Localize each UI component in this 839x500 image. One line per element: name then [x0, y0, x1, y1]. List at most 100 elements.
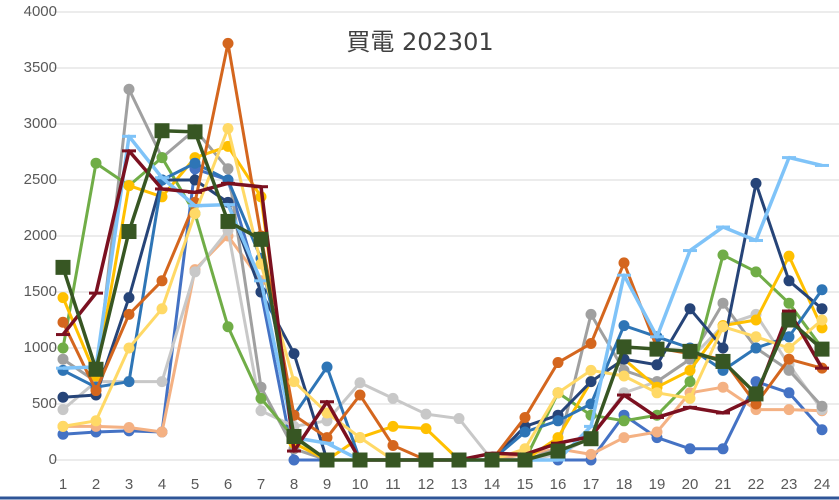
x-tick-label: 24 — [814, 476, 831, 493]
marker — [320, 400, 334, 404]
plot-area — [55, 37, 830, 468]
marker — [814, 341, 830, 357]
marker — [255, 392, 267, 404]
marker — [123, 180, 135, 192]
marker — [156, 275, 168, 287]
marker — [684, 364, 696, 376]
y-tick-label: 2500 — [24, 171, 57, 188]
x-tick-label: 3 — [125, 476, 133, 493]
marker — [57, 316, 69, 328]
x-tick-label: 7 — [257, 476, 265, 493]
marker — [222, 321, 234, 333]
marker — [717, 381, 729, 393]
marker — [717, 249, 729, 261]
marker — [651, 359, 663, 371]
x-tick-label: 1 — [59, 476, 67, 493]
x-tick-label: 18 — [616, 476, 633, 493]
marker — [783, 387, 795, 399]
marker — [682, 343, 698, 359]
marker — [816, 400, 828, 412]
marker — [651, 387, 663, 399]
marker — [783, 275, 795, 287]
marker — [222, 37, 234, 49]
marker — [552, 415, 564, 427]
x-tick-label: 10 — [352, 476, 369, 493]
marker — [816, 303, 828, 315]
x-tick-label: 23 — [781, 476, 798, 493]
marker — [552, 387, 564, 399]
x-tick-label: 13 — [451, 476, 468, 493]
marker — [354, 389, 366, 401]
marker — [617, 393, 631, 397]
marker — [88, 361, 104, 377]
marker — [221, 181, 235, 185]
marker — [585, 376, 597, 388]
grid — [53, 11, 839, 461]
marker — [90, 415, 102, 427]
marker — [717, 321, 729, 333]
x-tick-label: 12 — [418, 476, 435, 493]
marker — [585, 448, 597, 460]
marker — [584, 424, 598, 428]
marker — [618, 432, 630, 444]
marker — [321, 407, 333, 419]
marker — [321, 361, 333, 373]
marker — [716, 225, 730, 229]
marker — [585, 338, 597, 350]
marker — [255, 405, 267, 417]
marker — [254, 185, 268, 189]
marker — [387, 392, 399, 404]
y-tick-label: 2000 — [24, 227, 57, 244]
marker — [188, 204, 202, 208]
marker — [89, 291, 103, 295]
marker — [123, 376, 135, 388]
marker — [156, 426, 168, 438]
x-tick-label: 4 — [158, 476, 166, 493]
marker — [288, 454, 300, 466]
marker — [288, 376, 300, 388]
marker — [651, 426, 663, 438]
marker — [188, 190, 202, 194]
marker — [684, 303, 696, 315]
marker — [253, 231, 269, 247]
marker — [57, 404, 69, 416]
marker — [57, 428, 69, 440]
marker — [387, 420, 399, 432]
marker — [750, 342, 762, 354]
marker — [750, 266, 762, 278]
marker — [222, 163, 234, 175]
marker — [220, 213, 236, 229]
marker — [56, 366, 70, 370]
marker — [717, 443, 729, 455]
marker — [90, 157, 102, 169]
y-tick-label: 3500 — [24, 59, 57, 76]
marker — [650, 415, 664, 419]
marker — [684, 392, 696, 404]
marker — [189, 266, 201, 278]
marker — [385, 452, 401, 468]
marker — [684, 376, 696, 388]
marker — [583, 431, 599, 447]
y-tick-label: 1500 — [24, 283, 57, 300]
marker — [783, 297, 795, 309]
x-tick-label: 20 — [682, 476, 699, 493]
x-tick-label: 15 — [517, 476, 534, 493]
marker — [319, 452, 335, 468]
x-tick-label: 19 — [649, 476, 666, 493]
marker — [816, 284, 828, 296]
marker — [519, 443, 531, 455]
marker — [650, 335, 664, 339]
x-tick-label: 14 — [484, 476, 501, 493]
marker — [288, 348, 300, 360]
marker — [155, 187, 169, 191]
marker — [187, 124, 203, 140]
marker — [156, 303, 168, 315]
y-tick-label: 4000 — [24, 3, 57, 20]
marker — [585, 308, 597, 320]
marker — [683, 249, 697, 253]
marker — [618, 370, 630, 382]
marker — [616, 339, 632, 355]
x-tick-label: 21 — [715, 476, 732, 493]
marker — [57, 353, 69, 365]
